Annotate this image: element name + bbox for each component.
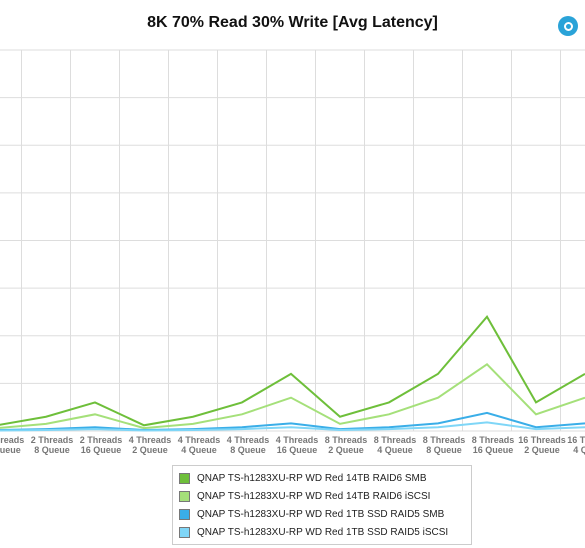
legend-item-2[interactable]: QNAP TS-h1283XU-RP WD Red 14TB RAID6 iSC… [179, 487, 465, 505]
chart-title: 8K 70% Read 30% Write [Avg Latency] [147, 14, 438, 31]
legend-swatch [179, 490, 190, 502]
x-tick-label: 8 Threads 2 Queue [325, 435, 368, 455]
chart-legend: QNAP TS-h1283XU-RP WD Red 14TB RAID6 SMB… [172, 465, 472, 545]
chart-series-lines [0, 314, 585, 432]
x-tick-label: 8 Threads 8 Queue [423, 435, 466, 455]
x-tick-label: 8 Threads 4 Queue [374, 435, 417, 455]
series-line-1 [0, 314, 585, 427]
legend-item-4[interactable]: QNAP TS-h1283XU-RP WD Red 1TB SSD RAID5 … [179, 523, 465, 541]
x-tick-label: 2 Threads 16 Queue [80, 435, 123, 455]
legend-item-3[interactable]: QNAP TS-h1283XU-RP WD Red 1TB SSD RAID5 … [179, 505, 465, 523]
legend-label: QNAP TS-h1283XU-RP WD Red 1TB SSD RAID5 … [197, 508, 445, 520]
series-line-3 [0, 411, 585, 432]
legend-swatch [179, 472, 190, 484]
x-tick-label: 16 Threads 2 Queue [518, 435, 566, 455]
legend-label: QNAP TS-h1283XU-RP WD Red 14TB RAID6 iSC… [197, 490, 431, 502]
series-line-2 [0, 363, 585, 430]
legend-swatch [179, 526, 190, 538]
legend-item-1[interactable]: QNAP TS-h1283XU-RP WD Red 14TB RAID6 SMB [179, 469, 465, 487]
chart-grid [0, 49, 585, 432]
legend-swatch [179, 508, 190, 520]
series-line-4 [0, 421, 585, 432]
x-tick-label: 2 Threads 8 Queue [31, 435, 74, 455]
x-tick-label: 8 Threads 16 Queue [472, 435, 515, 455]
x-tick-label: 4 Threads 4 Queue [178, 435, 221, 455]
legend-label: QNAP TS-h1283XU-RP WD Red 1TB SSD RAID5 … [197, 526, 449, 538]
refresh-icon[interactable] [558, 16, 578, 36]
legend-label: QNAP TS-h1283XU-RP WD Red 14TB RAID6 SMB [197, 472, 427, 484]
x-tick-label: 4 Threads 8 Queue [227, 435, 270, 455]
x-tick-label: 4 Threads 2 Queue [129, 435, 172, 455]
x-tick-label: 4 Threads 16 Queue [276, 435, 319, 455]
